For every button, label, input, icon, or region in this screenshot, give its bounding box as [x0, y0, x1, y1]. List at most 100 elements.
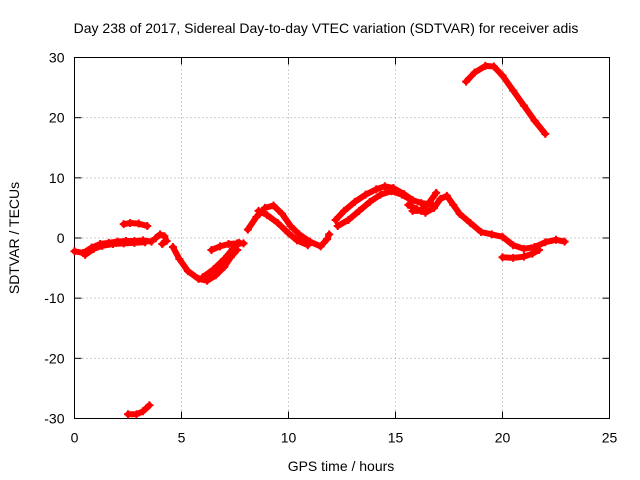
- data-point: [477, 227, 486, 236]
- data-point: [89, 244, 98, 253]
- y-tick-label: 30: [49, 50, 65, 66]
- series-line: [125, 402, 153, 418]
- data-point: [158, 240, 167, 249]
- data-point: [220, 262, 229, 271]
- data-point: [239, 239, 248, 248]
- data-point: [333, 221, 342, 230]
- data-point: [417, 206, 426, 215]
- y-tick-label: -10: [44, 290, 64, 306]
- data-point: [126, 218, 135, 227]
- data-point: [124, 410, 132, 419]
- data-point: [408, 206, 417, 215]
- data-point: [430, 203, 439, 212]
- data-point: [355, 206, 364, 215]
- data-point: [455, 209, 464, 218]
- data-point: [509, 86, 518, 95]
- y-axis-title: SDTVAR / TECUs: [6, 182, 22, 294]
- data-point: [519, 252, 528, 261]
- data-point: [380, 182, 389, 191]
- x-axis-title: GPS time / hours: [288, 458, 395, 474]
- y-tick-label: -30: [44, 411, 64, 427]
- axis-ticks: 0 5 10 15 20 25 -30 -20 -10 0 10 20 30: [44, 50, 617, 446]
- data-point: [325, 230, 334, 239]
- data-point: [316, 242, 325, 251]
- x-tick-label: 10: [281, 430, 297, 446]
- data-point: [560, 237, 569, 246]
- data-point: [81, 250, 90, 259]
- data-point: [323, 235, 332, 244]
- x-tick-label: 5: [178, 430, 186, 446]
- data-point: [449, 200, 458, 209]
- data-point: [252, 212, 261, 221]
- x-tick-label: 0: [71, 430, 79, 446]
- data-point: [541, 129, 550, 138]
- data-point: [432, 188, 441, 197]
- data-point: [489, 62, 498, 71]
- data-point: [224, 240, 233, 249]
- data-point: [365, 197, 374, 206]
- data-point: [254, 206, 263, 215]
- data-point: [442, 191, 451, 200]
- data-point: [528, 249, 537, 258]
- data-point: [119, 239, 128, 248]
- data-point: [519, 244, 528, 253]
- data-point: [530, 116, 539, 125]
- data-point: [303, 241, 312, 250]
- data-point: [436, 194, 445, 203]
- x-tick-label: 15: [388, 430, 404, 446]
- data-point: [145, 401, 154, 410]
- data-point: [203, 276, 212, 285]
- y-tick-label: 0: [57, 230, 65, 246]
- data-point: [168, 243, 177, 252]
- data-point: [211, 271, 220, 280]
- data-point: [498, 253, 507, 262]
- data-point: [417, 199, 426, 208]
- chart-title: Day 238 of 2017, Sidereal Day-to-day VTE…: [74, 20, 579, 36]
- data-series: [70, 61, 569, 419]
- data-point: [509, 253, 518, 262]
- data-point: [209, 265, 218, 274]
- data-point: [286, 221, 295, 230]
- series-arc-3: [119, 218, 152, 230]
- data-point: [130, 238, 139, 247]
- data-point: [344, 215, 353, 224]
- data-point: [263, 211, 272, 220]
- data-point: [498, 71, 507, 80]
- series-arc-14: [408, 188, 441, 215]
- data-point: [552, 235, 560, 244]
- data-point: [462, 77, 471, 86]
- series-arc-15: [498, 246, 543, 262]
- data-point: [183, 267, 192, 276]
- series-arc-2: [81, 238, 150, 259]
- data-point: [534, 246, 543, 255]
- series-arc-13: [404, 191, 569, 253]
- data-point: [216, 242, 225, 251]
- data-point: [132, 410, 141, 419]
- data-point: [293, 236, 302, 245]
- data-point: [220, 255, 229, 264]
- data-point: [404, 200, 413, 209]
- data-point: [498, 232, 507, 241]
- data-point: [425, 197, 434, 206]
- data-point: [466, 218, 475, 227]
- data-point: [331, 215, 340, 224]
- data-point: [340, 206, 349, 215]
- series-arc-10: [254, 206, 312, 250]
- series-arc-5: [124, 401, 154, 419]
- data-point: [134, 219, 143, 228]
- data-point: [119, 220, 128, 229]
- data-point: [175, 255, 184, 264]
- data-point: [372, 185, 381, 194]
- data-point: [151, 234, 160, 242]
- data-point: [509, 241, 518, 250]
- data-point: [350, 197, 359, 206]
- data-point: [138, 407, 147, 416]
- y-tick-label: 20: [49, 110, 65, 126]
- data-point: [109, 240, 118, 249]
- data-point: [397, 190, 406, 199]
- x-tick-label: 20: [495, 430, 511, 446]
- data-point: [198, 273, 207, 282]
- data-point: [278, 209, 287, 218]
- data-point: [156, 230, 165, 239]
